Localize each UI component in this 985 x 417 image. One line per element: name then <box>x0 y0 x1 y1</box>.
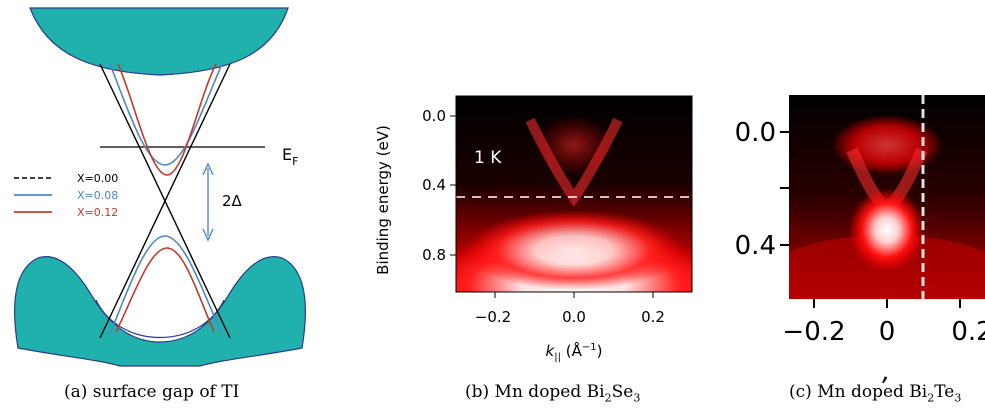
gap-arrow-head-top <box>202 162 214 176</box>
panel-b-arpes: 1 K 0.0 0.4 0.8 Binding energy (eV) −0.2… <box>374 95 693 363</box>
ytick-b-0: 0.0 <box>422 107 446 125</box>
conduction-band-bulk <box>29 7 289 76</box>
panel-c-arpes: 0.0 0.4 −0.2 0 0.2 , <box>735 95 985 385</box>
xtick-c-0: −0.2 <box>782 317 845 347</box>
panel-b-x-axis: −0.2 0.0 0.2 <box>475 292 665 326</box>
caption-a: (a) surface gap of TI <box>64 382 240 402</box>
xtick-c-2: 0.2 <box>951 317 985 347</box>
dirac-point-intensity <box>849 188 925 272</box>
ytick-b-2: 0.8 <box>422 246 446 264</box>
panel-a-diagram: EF 2Δ X=0.00 X=0.08 X=0.12 <box>14 7 306 367</box>
xtick-c-1: 0 <box>879 317 896 347</box>
band-x012-upper <box>117 63 217 176</box>
band-x012-lower <box>115 247 215 333</box>
gap-label: 2Δ <box>222 192 243 210</box>
legend: X=0.00 X=0.08 X=0.12 <box>14 172 118 219</box>
xtick-b-2: 0.2 <box>641 308 665 326</box>
panel-c-y-axis: 0.0 0.4 <box>735 118 789 261</box>
gap-arrow-head-bottom <box>202 228 214 242</box>
fermi-level-label: EF <box>282 145 298 168</box>
legend-label-x008: X=0.08 <box>77 189 118 202</box>
ytick-b-1: 0.4 <box>422 176 446 194</box>
legend-label-x000: X=0.00 <box>77 172 118 185</box>
ytick-c-1: 0.4 <box>735 231 776 261</box>
band-x008-lower <box>109 235 223 335</box>
valence-band-bulk <box>14 256 306 367</box>
panel-c-xlabel-fragment: , <box>882 357 890 385</box>
caption-c: (c) Mn doped Bi2Te3 <box>789 382 962 405</box>
legend-label-x012: X=0.12 <box>77 206 118 219</box>
panel-b-xlabel: k|| (Å−1) <box>546 341 603 363</box>
panel-b-y-axis: 0.0 0.4 0.8 <box>422 107 456 264</box>
ytick-c-0: 0.0 <box>735 118 776 148</box>
xtick-b-1: 0.0 <box>562 308 586 326</box>
caption-b: (b) Mn doped Bi2Se3 <box>465 382 641 405</box>
panel-b-ylabel: Binding energy (eV) <box>374 125 392 275</box>
dirac-cone-x000-right <box>99 63 231 339</box>
band-x008-upper <box>109 63 223 166</box>
temperature-label: 1 K <box>474 148 502 168</box>
panel-c-x-axis: −0.2 0 0.2 <box>782 299 985 347</box>
xtick-b-0: −0.2 <box>475 308 511 326</box>
